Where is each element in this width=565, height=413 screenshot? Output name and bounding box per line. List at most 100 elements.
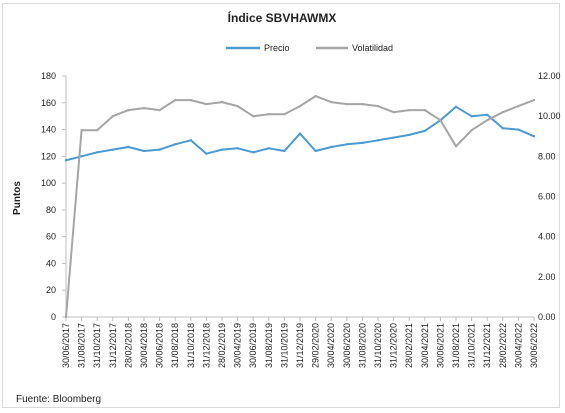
- data-point-precio: [532, 135, 536, 138]
- data-point-volatilidad: [174, 98, 177, 102]
- data-point-volatilidad: [111, 114, 115, 118]
- data-point-volatilidad: [345, 102, 348, 106]
- data-point-volatilidad: [158, 108, 161, 112]
- x-tick-label: 30/06/2021: [435, 323, 445, 368]
- data-point-volatilidad: [96, 129, 99, 132]
- data-point-precio: [376, 139, 380, 142]
- x-tick-label: 31/08/2020: [357, 323, 367, 368]
- data-point-volatilidad: [127, 108, 130, 112]
- data-point-precio: [345, 143, 348, 146]
- data-point-volatilidad: [267, 112, 270, 116]
- x-tick-label: 30/06/2017: [61, 323, 71, 368]
- data-point-precio: [96, 151, 99, 154]
- x-tick-label: 31/10/2018: [186, 323, 196, 368]
- data-point-volatilidad: [80, 129, 83, 132]
- y2-tick-label: 2.00: [538, 272, 556, 282]
- x-tick-label: 31/08/2019: [264, 323, 274, 368]
- y2-tick-label: 12.00: [538, 71, 561, 81]
- data-point-precio: [205, 152, 208, 155]
- x-tick-label: 30/04/2020: [326, 323, 336, 368]
- data-point-precio: [158, 148, 161, 151]
- x-tick-label: 28/02/2018: [123, 323, 133, 368]
- data-point-volatilidad: [501, 110, 504, 114]
- x-tick-label: 31/12/2019: [295, 323, 305, 368]
- data-point-volatilidad: [298, 104, 302, 108]
- x-tick-label: 30/06/2019: [248, 323, 258, 368]
- data-point-volatilidad: [314, 94, 317, 98]
- data-point-volatilidad: [283, 112, 286, 116]
- y2-tick-label: 4.00: [538, 232, 556, 242]
- x-tick-label: 30/04/2018: [139, 323, 149, 368]
- data-point-volatilidad: [64, 315, 68, 319]
- y2-tick-label: 10.00: [538, 111, 561, 121]
- data-point-precio: [64, 159, 68, 162]
- data-point-precio: [314, 149, 317, 153]
- y-tick-label: 0: [51, 312, 56, 322]
- y2-tick-label: 6.00: [538, 192, 556, 202]
- data-point-precio: [486, 113, 489, 117]
- data-point-volatilidad: [189, 98, 192, 102]
- data-point-volatilidad: [532, 98, 536, 102]
- data-point-volatilidad: [486, 118, 489, 122]
- data-point-precio: [142, 149, 146, 153]
- x-tick-label: 31/12/2017: [108, 323, 118, 368]
- y-tick-label: 180: [41, 71, 56, 81]
- data-point-volatilidad: [423, 108, 426, 112]
- data-point-precio: [220, 148, 224, 151]
- data-point-precio: [392, 136, 395, 139]
- x-tick-label: 30/04/2019: [233, 323, 243, 368]
- data-point-volatilidad: [330, 100, 333, 104]
- data-point-volatilidad: [439, 118, 442, 122]
- y-axis-label: Puntos: [12, 181, 23, 215]
- data-point-volatilidad: [236, 104, 239, 108]
- data-point-precio: [361, 141, 364, 145]
- x-tick-label: 31/12/2021: [482, 323, 492, 368]
- y-tick-label: 100: [41, 178, 56, 188]
- x-tick-label: 28/02/2021: [404, 323, 414, 368]
- x-tick-label: 30/04/2022: [513, 323, 523, 368]
- x-tick-label: 28/02/2019: [217, 323, 227, 368]
- y-tick-label: 80: [46, 205, 56, 215]
- data-point-volatilidad: [376, 104, 380, 108]
- data-point-volatilidad: [220, 100, 224, 104]
- chart-title: Índice SBVHAWMX: [228, 10, 337, 25]
- data-point-precio: [517, 128, 520, 131]
- axes: 0 20 40 60 80 100 120 140 160 180 0.00 2.00 4.00 6.00…: [41, 71, 561, 368]
- x-tick-label: 30/04/2021: [420, 323, 430, 368]
- data-point-precio: [423, 129, 426, 133]
- x-tick-label: 31/08/2017: [77, 323, 87, 368]
- y-tick-label: 140: [41, 125, 56, 135]
- data-point-volatilidad: [361, 102, 364, 106]
- data-point-precio: [330, 145, 333, 149]
- source-note: Fuente: Bloomberg: [16, 394, 102, 405]
- data-point-precio: [80, 155, 83, 158]
- legend: Precio Volatilidad: [226, 43, 393, 53]
- data-point-precio: [454, 105, 458, 108]
- y-tick-label: 120: [41, 151, 56, 161]
- x-tick-label: 30/06/2020: [342, 323, 352, 368]
- y2-tick-label: 8.00: [538, 151, 556, 161]
- x-tick-label: 31/10/2020: [373, 323, 383, 368]
- data-point-volatilidad: [205, 102, 208, 106]
- x-tick-label: 28/02/2022: [498, 323, 508, 368]
- data-point-volatilidad: [517, 104, 520, 108]
- data-point-precio: [298, 132, 302, 135]
- data-point-volatilidad: [470, 129, 473, 132]
- data-point-precio: [189, 139, 192, 142]
- x-tick-label: 30/06/2022: [529, 323, 539, 368]
- data-point-volatilidad: [252, 114, 255, 118]
- x-tick-label: 31/10/2021: [467, 323, 477, 368]
- y-tick-label: 160: [41, 98, 56, 108]
- x-tick-label: 31/08/2021: [451, 323, 461, 368]
- data-point-precio: [283, 149, 286, 153]
- data-point-precio: [408, 133, 411, 137]
- y-tick-label: 60: [46, 232, 56, 242]
- x-tick-label: 31/10/2017: [92, 323, 102, 368]
- data-point-precio: [111, 148, 115, 151]
- plot-area: [64, 94, 536, 319]
- data-point-precio: [470, 114, 473, 118]
- x-tick-label: 30/06/2018: [155, 323, 165, 368]
- data-point-volatilidad: [392, 110, 395, 114]
- data-point-volatilidad: [408, 108, 411, 112]
